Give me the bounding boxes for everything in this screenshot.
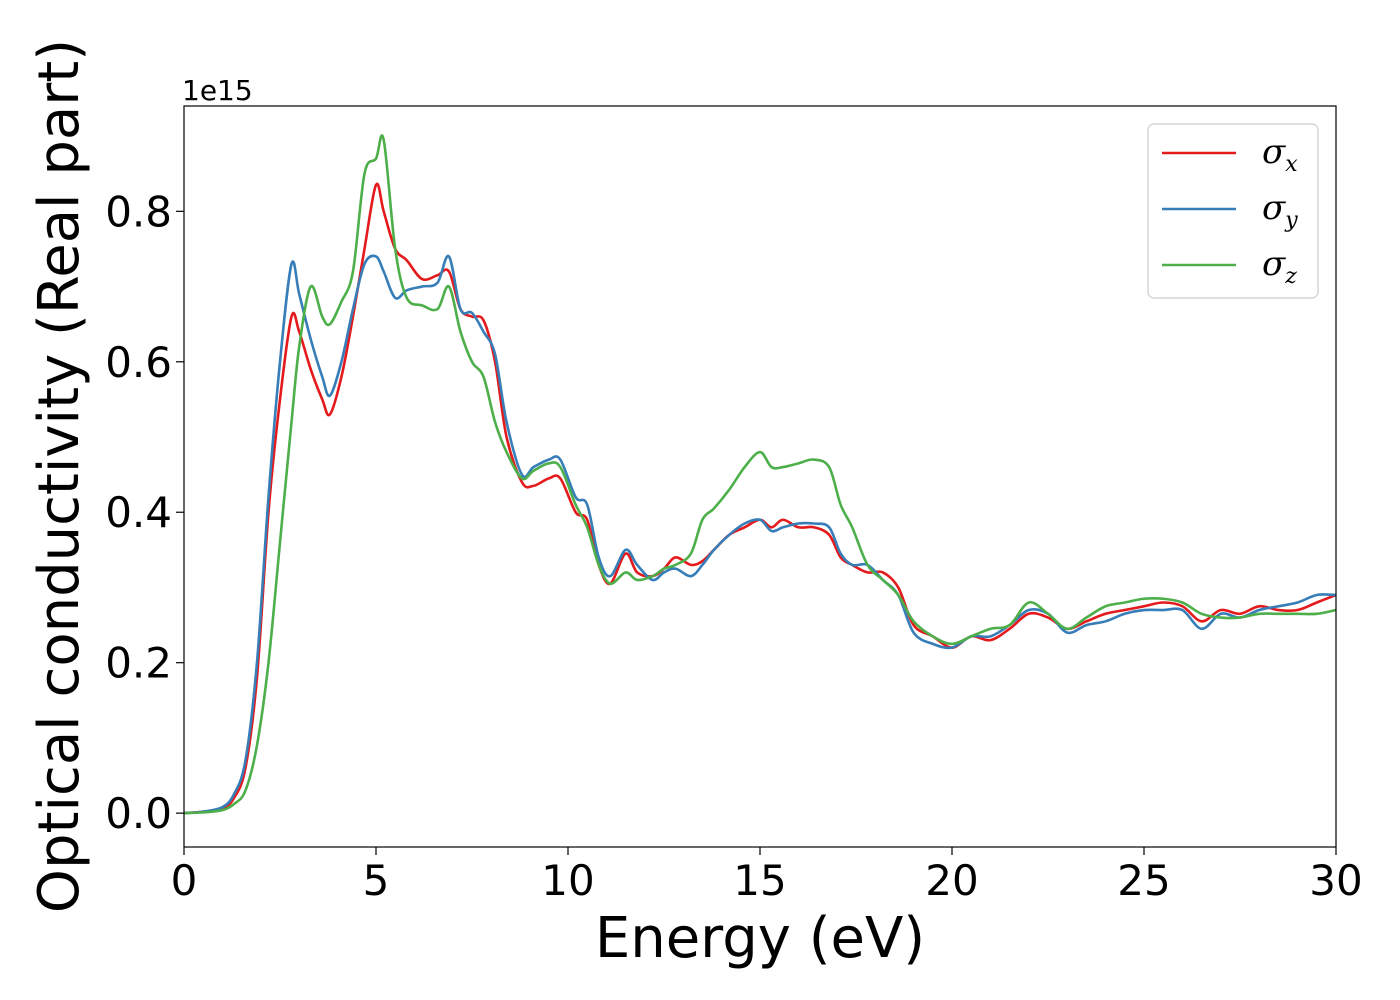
legend: σx σy σz (1147, 123, 1319, 299)
y-tick-label: 0.0 (105, 789, 172, 838)
legend-label-z: σz (1262, 244, 1297, 289)
x-tick-label: 5 (363, 856, 390, 905)
series-layer (184, 134, 1336, 815)
y-axis-label: Optical conductivity (Real part) (27, 39, 92, 913)
series-line-z (184, 134, 1336, 815)
y-tick-label: 0.8 (105, 187, 172, 236)
x-tick-label: 20 (925, 856, 978, 905)
y-tick-label: 0.2 (105, 639, 172, 688)
legend-frame (1147, 123, 1319, 299)
x-tick-label: 30 (1309, 856, 1362, 905)
y-tick-label: 0.4 (105, 488, 172, 537)
x-tick-label: 15 (733, 856, 786, 905)
x-tick-label: 0 (171, 856, 198, 905)
y-axis: 0.0 0.2 0.4 0.6 0.8 (105, 187, 184, 838)
y-tick-label: 0.6 (105, 338, 172, 387)
legend-label-x: σx (1262, 132, 1298, 177)
series-line-y (184, 254, 1336, 815)
y-offset-text: 1e15 (182, 74, 253, 107)
x-axis: 0 5 10 15 20 25 30 (171, 847, 1363, 905)
plot-area (184, 134, 1336, 815)
x-axis-label: Energy (eV) (595, 906, 925, 971)
legend-label-y: σy (1262, 188, 1298, 233)
x-tick-label: 25 (1117, 856, 1170, 905)
x-tick-label: 10 (541, 856, 594, 905)
